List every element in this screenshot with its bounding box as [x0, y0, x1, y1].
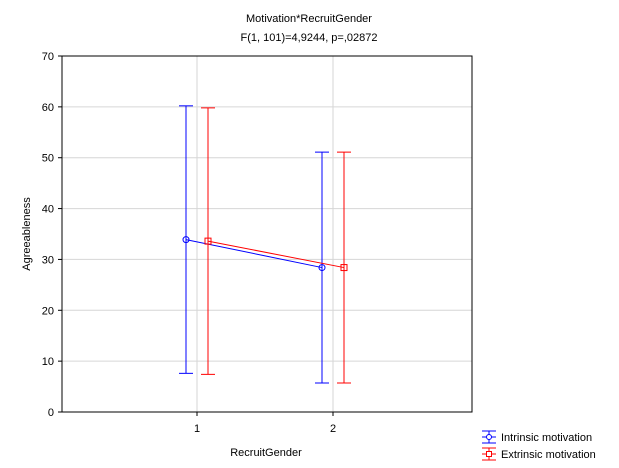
x-tick-label: 2 — [330, 423, 336, 435]
chart-title: Motivation*RecruitGender — [246, 13, 372, 25]
legend-symbol — [482, 430, 496, 444]
y-tick-label: 60 — [42, 102, 54, 114]
series-intrinsic — [179, 105, 329, 384]
y-tick-label: 10 — [42, 356, 54, 368]
y-axis-label: Agreeableness — [21, 197, 33, 271]
y-tick-label: 30 — [42, 254, 54, 266]
legend-item-intrinsic: Intrinsic motivation — [482, 430, 592, 444]
y-tick-label: 20 — [42, 305, 54, 317]
legend-item-extrinsic: Extrinsic motivation — [482, 447, 596, 461]
legend-label: Extrinsic motivation — [501, 449, 596, 461]
y-tick-label: 0 — [48, 407, 54, 419]
plot-frame — [61, 55, 473, 413]
axes: 0 10 20 30 40 50 60 70 1 2 — [42, 51, 336, 435]
y-tick-label: 50 — [42, 153, 54, 165]
y-tick-label: 70 — [42, 51, 54, 63]
data-point — [182, 236, 190, 244]
chart-subtitle: F(1, 101)=4,9244, p=,02872 — [241, 32, 378, 44]
data-point — [340, 264, 348, 272]
series-extrinsic — [201, 107, 351, 384]
legend: Intrinsic motivation Extrinsic motivation — [482, 430, 596, 461]
x-axis-label: RecruitGender — [230, 447, 302, 459]
data-point — [204, 237, 212, 245]
y-tick-label: 40 — [42, 204, 54, 216]
data-point — [318, 264, 326, 272]
grid — [62, 56, 472, 412]
legend-symbol — [482, 447, 496, 461]
x-tick-label: 1 — [194, 423, 200, 435]
series-group — [179, 105, 351, 384]
series-line — [207, 240, 345, 269]
legend-label: Intrinsic motivation — [501, 432, 592, 444]
